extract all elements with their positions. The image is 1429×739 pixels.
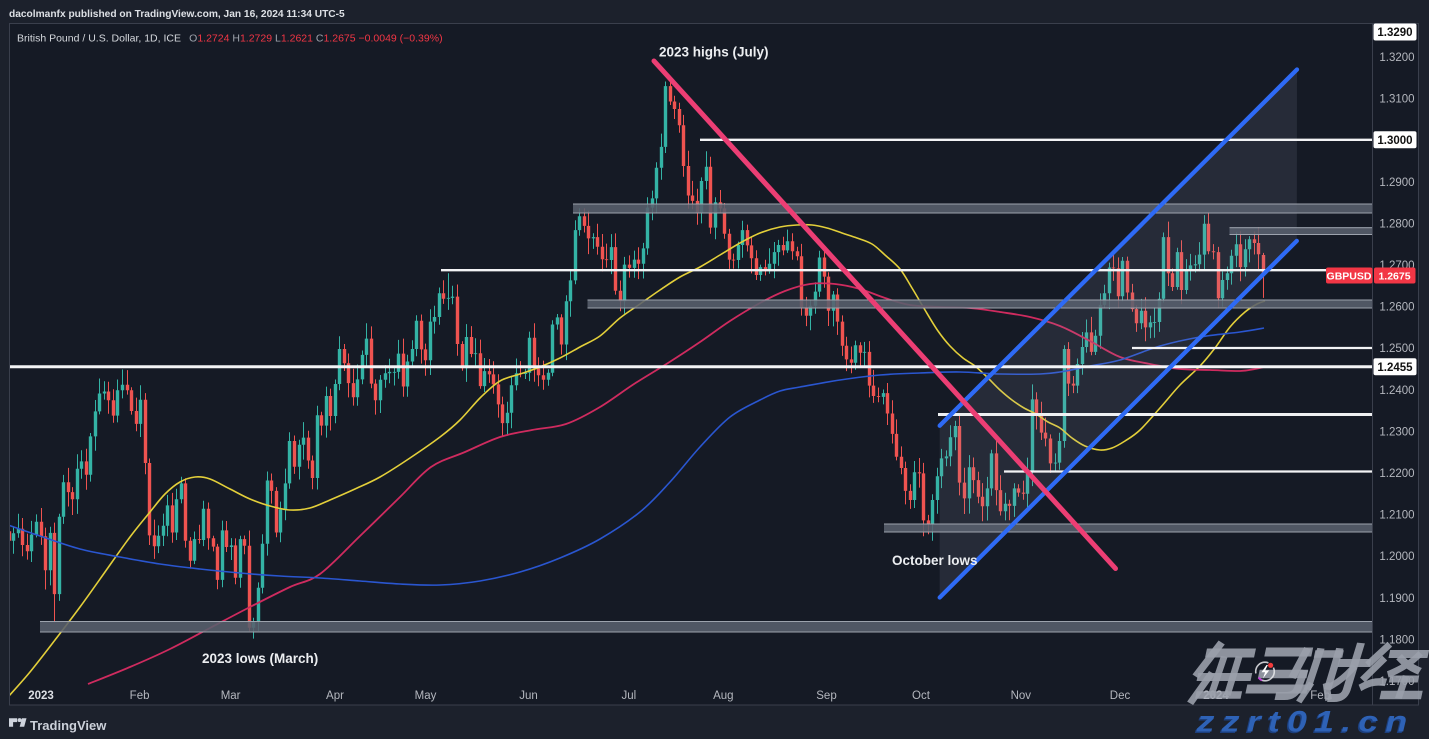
svg-text:dacolmanfx published on Tradin: dacolmanfx published on TradingView.com,… [9,9,345,20]
svg-text:Jun: Jun [519,690,538,702]
svg-text:zzrt01.cn: zzrt01.cn [1194,707,1413,739]
svg-text:British Pound / U.S. Dollar, 1: British Pound / U.S. Dollar, 1D, ICE O1.… [17,33,443,45]
svg-text:2023: 2023 [28,690,54,702]
svg-text:Mar: Mar [221,690,241,702]
svg-text:1.2100: 1.2100 [1379,510,1414,522]
svg-text:Aug: Aug [713,690,733,702]
svg-text:Apr: Apr [326,690,344,702]
svg-text:1.1900: 1.1900 [1379,593,1414,605]
svg-text:Sep: Sep [816,690,836,702]
svg-text:1.2600: 1.2600 [1379,302,1414,314]
svg-text:1.3000: 1.3000 [1377,135,1412,147]
svg-text:1.2200: 1.2200 [1379,468,1414,480]
svg-text:1.2500: 1.2500 [1379,343,1414,355]
svg-text:1.3100: 1.3100 [1379,94,1414,106]
svg-text:1.2675: 1.2675 [1378,271,1410,283]
svg-text:May: May [415,690,437,702]
svg-text:1.3200: 1.3200 [1379,52,1414,64]
svg-text:Oct: Oct [912,690,931,702]
svg-text:2023 highs (July): 2023 highs (July) [659,45,769,60]
svg-text:1.2000: 1.2000 [1379,551,1414,563]
svg-text:October lows: October lows [892,553,978,568]
svg-text:GBPUSD: GBPUSD [1327,271,1372,283]
svg-text:Dec: Dec [1110,690,1131,702]
svg-text:1.2800: 1.2800 [1379,218,1414,230]
svg-text:1.2400: 1.2400 [1379,385,1414,397]
svg-text:Nov: Nov [1011,690,1032,702]
svg-text:1.3290: 1.3290 [1377,27,1412,39]
svg-text:zzrt01.cn: zzrt01.cn [1195,706,1414,739]
svg-text:1.2900: 1.2900 [1379,177,1414,189]
svg-text:2023 lows (March): 2023 lows (March) [202,651,318,666]
svg-text:TradingView: TradingView [30,718,107,733]
svg-text:Jul: Jul [621,690,636,702]
svg-text:1.2300: 1.2300 [1379,426,1414,438]
svg-text:Feb: Feb [130,690,150,702]
svg-text:1.2455: 1.2455 [1377,362,1413,374]
